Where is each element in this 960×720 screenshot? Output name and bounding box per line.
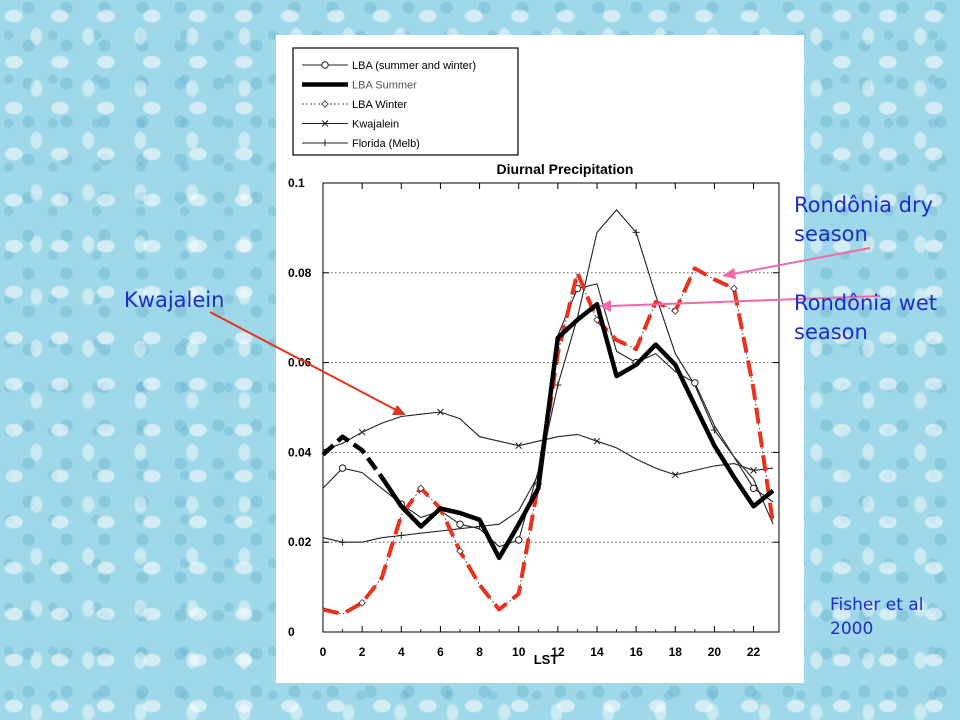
annotation-arrows (209, 247, 881, 415)
data-point-diamond (730, 284, 738, 293)
y-tick-label: 0.02 (288, 535, 312, 549)
wet-season-arrow (609, 295, 881, 307)
data-point-x (750, 467, 757, 474)
legend: LBA (summer and winter) LBA Summer LBA Win… (302, 60, 476, 150)
data-point-diamond (456, 547, 464, 556)
data-point-x (593, 437, 601, 445)
legend-entry-label: LBA Winter (352, 99, 407, 111)
chart-title: Diurnal Precipitation (497, 161, 634, 177)
data-point-x (358, 428, 366, 436)
x-tick-label: 18 (669, 645, 683, 659)
x-tick-label: 0 (320, 645, 327, 659)
wet-season-arrowhead (599, 300, 611, 312)
x-tick-label: 10 (512, 645, 526, 659)
data-point-diamond (417, 484, 425, 493)
credit-line1: Fisher et al (830, 595, 924, 615)
x-tick-label: 14 (590, 645, 604, 659)
x-tick-label: 12 (551, 645, 565, 659)
data-point-circle (338, 464, 347, 472)
kwajalein-annotation: Kwajalein (124, 288, 225, 312)
y-tick-label: 0.1 (288, 176, 305, 190)
dry-season-arrow (732, 247, 871, 275)
data-point-plus (339, 538, 347, 546)
x-tick-label: 6 (437, 645, 444, 659)
kwajalein-arrowhead (392, 405, 406, 415)
dry-season-annotation-line2: season (794, 222, 868, 246)
legend-entry-label: LBA (summer and winter) (352, 60, 476, 72)
data-point-diamond (321, 100, 329, 108)
legend-box (292, 47, 519, 156)
x-axis-label: LST (534, 652, 559, 667)
kwajalein-arrow (209, 311, 399, 412)
data-point-circle (456, 520, 464, 528)
axis-ticks: 0 0.02 0.04 0.06 0.08 0.1 0 2 4 6 8 10 12 14 16 18 20 22 (288, 176, 779, 659)
data-point-x (321, 120, 329, 127)
series-line-lba-summer (379, 301, 775, 561)
dry-season-overlay-line (322, 266, 776, 616)
plot-frame (322, 182, 780, 633)
x-tick-label: 4 (398, 645, 405, 659)
x-tick-label: 2 (359, 645, 366, 659)
data-point-circle (321, 61, 329, 69)
x-tick-label: 22 (747, 645, 761, 659)
data-point-circle (691, 379, 699, 387)
y-tick-label: 0.08 (288, 266, 312, 280)
series-line-lba-summer-dashed (321, 434, 384, 479)
data-point-circle (515, 536, 523, 544)
series-group (321, 209, 776, 616)
dry-season-annotation-line1: Rondônia dry (794, 193, 934, 217)
wet-season-annotation-line2: season (794, 320, 868, 344)
series-thin-x (322, 408, 774, 479)
data-point-diamond (671, 307, 680, 315)
data-point-diamond (358, 598, 366, 607)
x-tick-label: 16 (629, 645, 643, 659)
data-point-plus (632, 228, 640, 236)
credit-line2: 2000 (830, 619, 874, 639)
y-tick-label: 0.04 (288, 445, 312, 459)
wet-season-annotation-line1: Rondônia wet (794, 291, 938, 315)
data-point-plus (554, 381, 562, 389)
data-point-circle (749, 484, 758, 493)
dry-season-arrowhead (722, 268, 736, 279)
data-point-x (671, 471, 679, 479)
legend-entry-label: LBA Summer (352, 80, 417, 92)
series-line (322, 411, 774, 476)
x-tick-label: 8 (476, 645, 483, 659)
legend-entry-label: Kwajalein (352, 119, 399, 131)
y-tick-label: 0 (288, 625, 295, 639)
legend-entry-label: Florida (Melb) (352, 138, 420, 150)
series-thick-dashed-black (321, 301, 775, 561)
data-point-plus (397, 531, 405, 539)
data-point-x (515, 442, 523, 450)
data-point-x (437, 408, 444, 416)
y-tick-label: 0.06 (288, 356, 312, 370)
data-point-plus (321, 139, 329, 147)
x-tick-label: 20 (708, 645, 722, 659)
